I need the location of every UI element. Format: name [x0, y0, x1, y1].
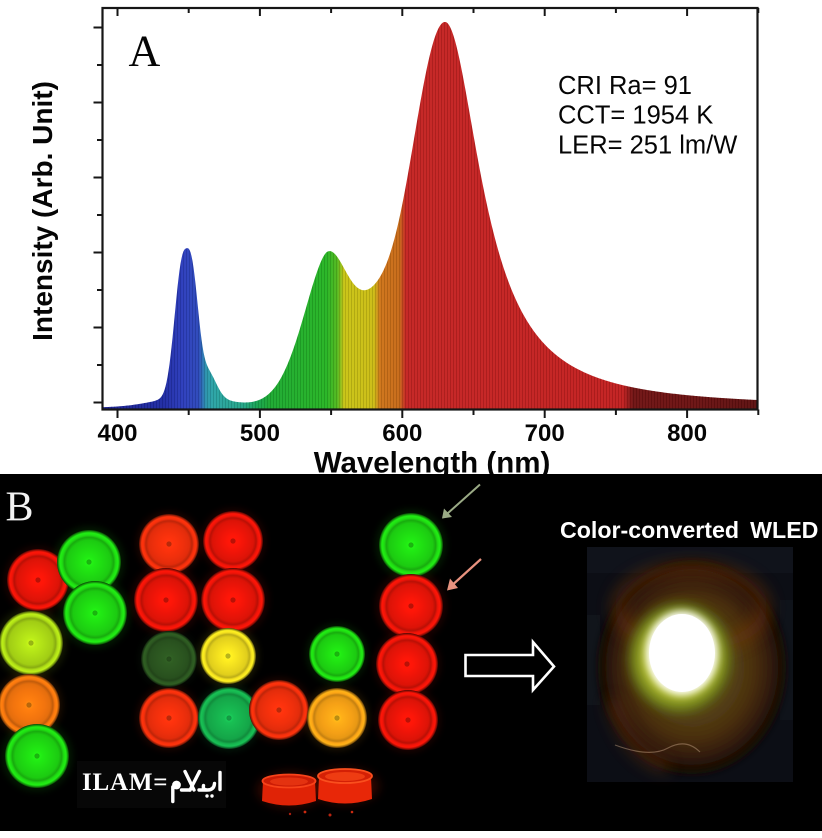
svg-text:A: A	[129, 27, 161, 76]
svg-text:ILAM=: ILAM=	[82, 769, 168, 796]
svg-text:CRI Ra= 91: CRI Ra= 91	[558, 72, 692, 100]
svg-text:LER= 251 lm/W: LER= 251 lm/W	[558, 132, 737, 160]
svg-text:Color-converted WLED: Color-converted WLED	[560, 517, 818, 543]
svg-text:CCT= 1954 K: CCT= 1954 K	[558, 102, 713, 130]
svg-text:500: 500	[240, 420, 280, 447]
svg-text:700: 700	[525, 420, 565, 447]
svg-text:Wavelength (nm): Wavelength (nm)	[314, 447, 551, 475]
svg-text:800: 800	[667, 420, 707, 447]
svg-text:400: 400	[97, 420, 137, 447]
svg-text:B: B	[6, 485, 34, 531]
svg-text:Intensity (Arb. Unit): Intensity (Arb. Unit)	[27, 81, 58, 341]
svg-text:600: 600	[382, 420, 422, 447]
